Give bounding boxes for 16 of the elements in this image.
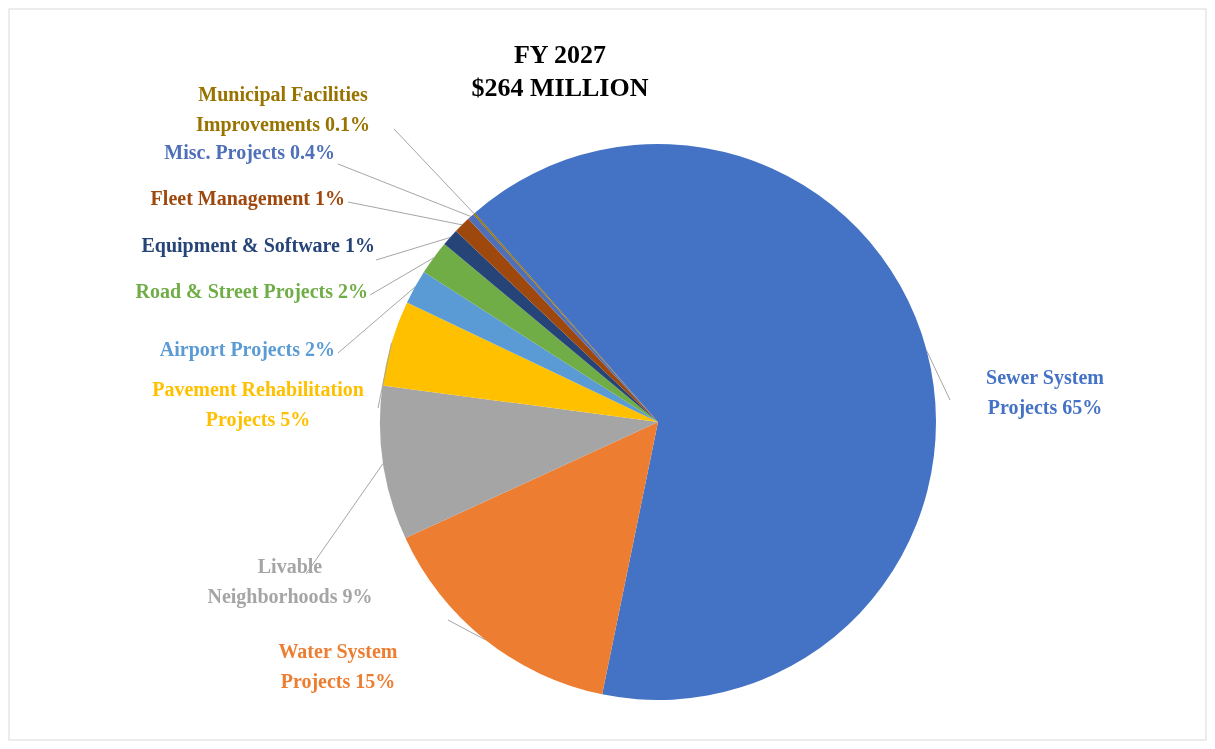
chart-subtitle: $264 MILLION	[471, 73, 649, 102]
slice-label: Water System Projects 15%	[278, 640, 398, 693]
pie-slice	[407, 272, 658, 422]
slice-label: Misc. Projects 0.4%	[164, 141, 335, 164]
slice-label: Pavement Rehabilitation Projects 5%	[152, 378, 364, 431]
slice-label: Road & Street Projects 2%	[135, 280, 368, 303]
slice-label: Airport Projects 2%	[159, 338, 335, 361]
slice-label: Municipal Facilities Improvements 0.1%	[195, 83, 371, 136]
pie-slice	[405, 422, 658, 695]
chart-title: FY 2027	[513, 40, 607, 69]
pie-slice	[380, 385, 658, 539]
pie-slice	[382, 302, 658, 422]
slice-label: Livable Neighborhoods 9%	[207, 555, 373, 608]
slice-label: Sewer System Projects 65%	[986, 366, 1105, 419]
slice-label: Equipment & Software 1%	[141, 234, 375, 257]
slice-label: Fleet Management 1%	[150, 187, 345, 210]
